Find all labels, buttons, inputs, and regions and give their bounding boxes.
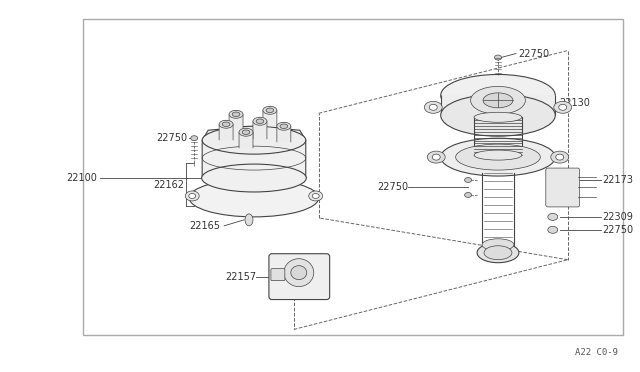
- Ellipse shape: [554, 101, 572, 113]
- Ellipse shape: [308, 191, 323, 201]
- Polygon shape: [253, 117, 267, 139]
- Polygon shape: [239, 128, 253, 148]
- Polygon shape: [441, 95, 555, 115]
- Ellipse shape: [185, 191, 199, 201]
- Ellipse shape: [441, 94, 556, 136]
- Ellipse shape: [465, 192, 472, 198]
- Ellipse shape: [191, 136, 198, 141]
- Polygon shape: [263, 106, 277, 126]
- Ellipse shape: [483, 93, 513, 108]
- Ellipse shape: [429, 104, 437, 110]
- Ellipse shape: [189, 193, 196, 198]
- Ellipse shape: [219, 120, 233, 128]
- Ellipse shape: [263, 106, 277, 114]
- Ellipse shape: [559, 104, 566, 110]
- Ellipse shape: [441, 138, 556, 176]
- Ellipse shape: [291, 266, 307, 280]
- Text: 22165: 22165: [189, 221, 220, 231]
- Ellipse shape: [470, 86, 525, 114]
- Text: 22750: 22750: [377, 182, 408, 192]
- Text: 22130: 22130: [560, 98, 591, 108]
- Ellipse shape: [266, 108, 274, 113]
- Text: 22162: 22162: [153, 180, 184, 189]
- Ellipse shape: [312, 193, 319, 198]
- Ellipse shape: [242, 130, 250, 134]
- Ellipse shape: [202, 164, 307, 192]
- Ellipse shape: [229, 110, 243, 118]
- Text: 22750: 22750: [518, 48, 549, 58]
- Ellipse shape: [202, 126, 306, 154]
- Ellipse shape: [474, 112, 522, 122]
- FancyBboxPatch shape: [271, 269, 285, 280]
- Ellipse shape: [556, 154, 564, 160]
- Ellipse shape: [256, 119, 264, 124]
- Ellipse shape: [253, 117, 267, 125]
- Ellipse shape: [428, 151, 445, 163]
- Ellipse shape: [474, 150, 522, 160]
- Ellipse shape: [189, 179, 319, 217]
- Ellipse shape: [424, 101, 442, 113]
- Ellipse shape: [280, 124, 288, 128]
- Ellipse shape: [245, 214, 253, 226]
- Ellipse shape: [548, 226, 557, 233]
- Polygon shape: [219, 120, 233, 140]
- Polygon shape: [202, 126, 306, 178]
- Bar: [83, 19, 623, 336]
- Ellipse shape: [441, 74, 556, 116]
- FancyBboxPatch shape: [546, 168, 580, 207]
- Text: 22173: 22173: [603, 175, 634, 185]
- Text: 22309: 22309: [603, 212, 634, 222]
- Polygon shape: [277, 122, 291, 142]
- Ellipse shape: [551, 151, 569, 163]
- Ellipse shape: [232, 112, 240, 116]
- Polygon shape: [229, 110, 243, 130]
- Ellipse shape: [495, 55, 502, 60]
- Ellipse shape: [284, 259, 314, 286]
- Ellipse shape: [239, 128, 253, 136]
- Text: 22750: 22750: [156, 133, 188, 143]
- Ellipse shape: [456, 144, 540, 170]
- Text: 22100: 22100: [67, 173, 98, 183]
- Text: A22 C0-9: A22 C0-9: [575, 348, 618, 357]
- Ellipse shape: [477, 243, 519, 263]
- Ellipse shape: [222, 122, 230, 126]
- Ellipse shape: [482, 239, 514, 251]
- Ellipse shape: [432, 154, 440, 160]
- FancyBboxPatch shape: [269, 254, 330, 299]
- Ellipse shape: [548, 214, 557, 220]
- Ellipse shape: [465, 177, 472, 183]
- Ellipse shape: [484, 246, 512, 260]
- Text: 22750: 22750: [603, 225, 634, 235]
- Ellipse shape: [277, 122, 291, 130]
- Text: 22157: 22157: [225, 272, 256, 282]
